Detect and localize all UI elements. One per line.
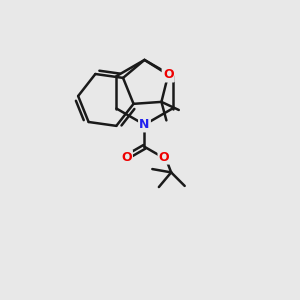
Text: N: N — [139, 118, 150, 131]
Text: O: O — [158, 151, 169, 164]
Text: O: O — [163, 68, 173, 81]
Text: O: O — [121, 151, 132, 164]
